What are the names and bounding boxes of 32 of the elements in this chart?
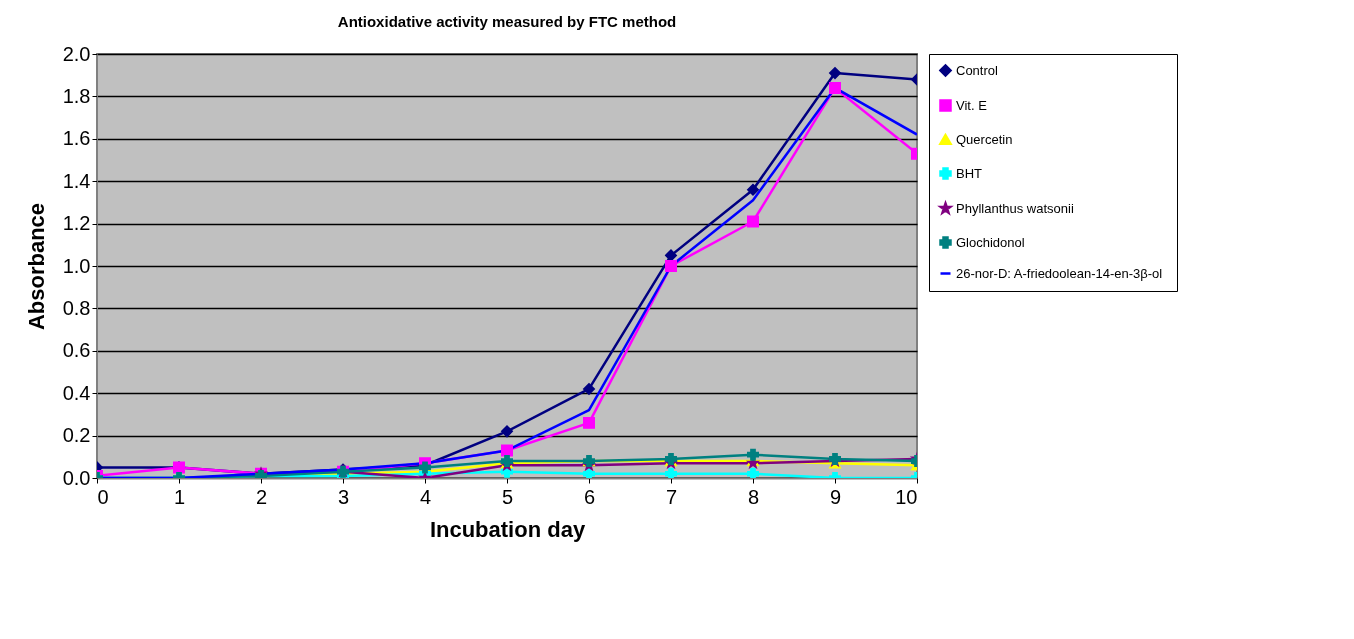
legend-label: Glochidonol [956,234,1025,250]
x-tick-label: 1 [173,485,186,508]
legend-label: Vit. E [956,97,988,113]
x-tick-label: 4 [419,485,432,508]
x-tick-label: 10 [895,485,918,508]
legend-label: Phyllanthus watsonii [956,200,1074,216]
y-tick-label: 0.0 [62,466,91,489]
legend-label: Control [956,62,999,78]
x-tick-label: 6 [583,485,596,508]
y-tick-label: 1.0 [62,254,91,277]
x-tick-label: 0 [97,485,109,508]
y-tick-label: 0.2 [62,424,91,447]
y-axis-title: Absorbance [23,202,49,331]
x-tick-label: 2 [255,485,268,508]
x-tick-label: 9 [829,485,842,508]
y-tick-label: 0.6 [62,339,91,362]
x-tick-label: 7 [665,485,678,508]
y-tick-label: 1.4 [62,169,91,192]
y-tick-label: 2.0 [62,42,91,65]
x-tick-label: 5 [501,485,514,508]
legend-label: Quercetin [956,131,1013,147]
y-tick-label: 0.8 [62,296,91,319]
y-tick-label: 1.2 [62,212,91,235]
y-tick-label: 0.4 [62,381,91,404]
x-axis-title: Incubation day [429,516,586,542]
legend-label: 26-nor-D: A-friedoolean-14-en-3β-ol [956,265,1163,281]
x-tick-label: 8 [747,485,760,508]
y-tick-label: 1.6 [62,127,91,150]
x-tick-label: 3 [337,485,350,508]
y-tick-label: 1.8 [62,84,91,107]
legend-label: BHT [956,165,983,181]
chart-title: Antioxidative activity measured by FTC method [337,13,677,30]
